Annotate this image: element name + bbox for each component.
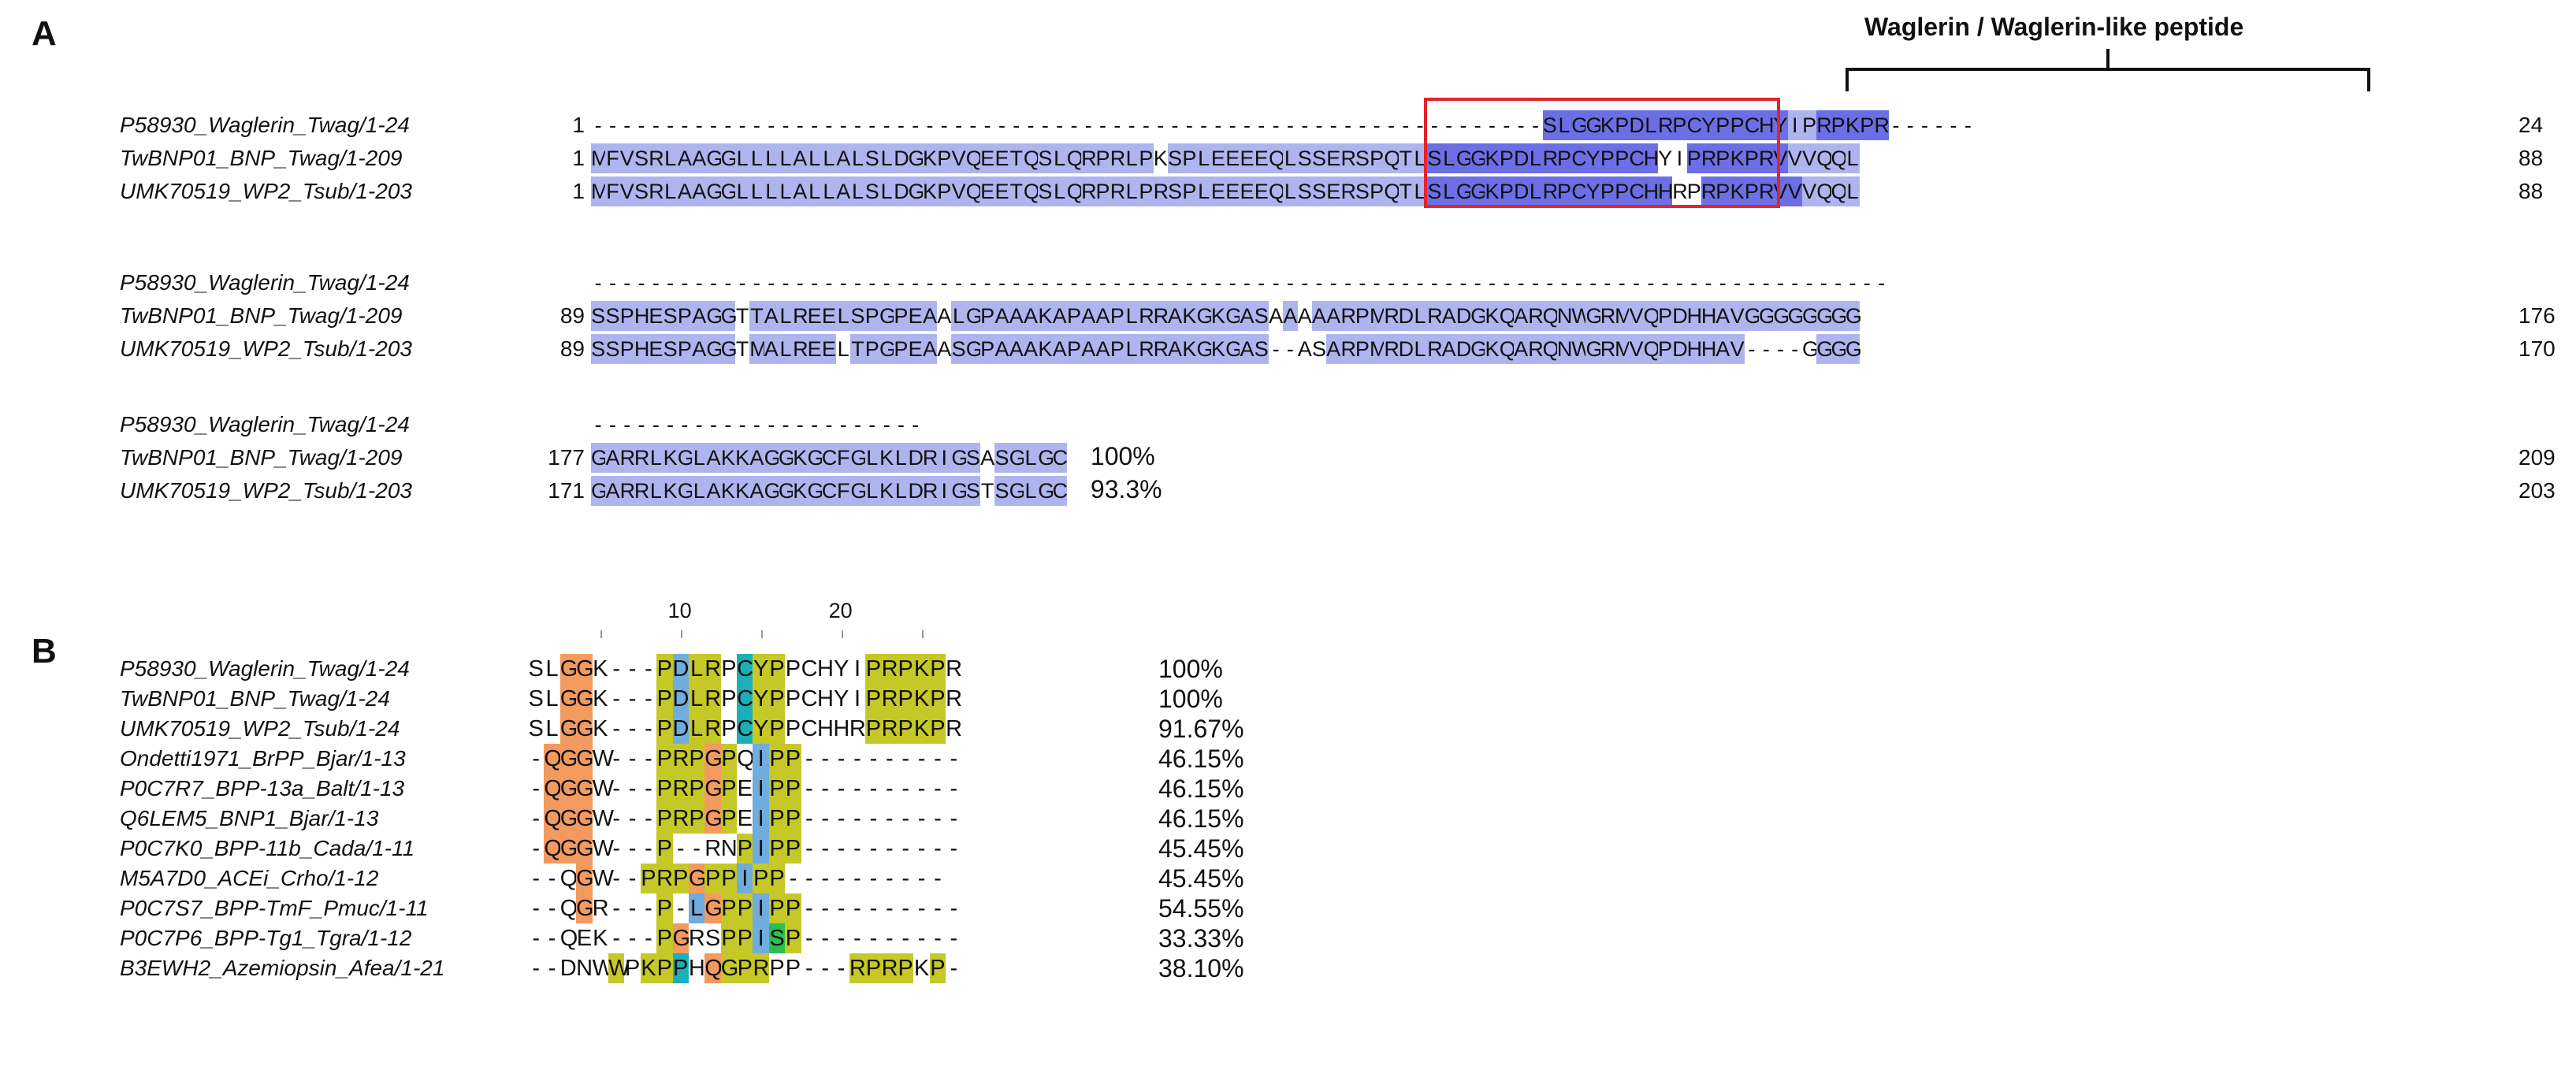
seq-start-index: 1 — [572, 113, 585, 137]
identity-percent: 46.15% — [1158, 774, 1244, 803]
seq-end-index: 170 — [2518, 336, 2556, 361]
sequence-name: P58930_Waglerin_Twag/1-24 — [120, 270, 410, 295]
identity-percent: 46.15% — [1158, 745, 1244, 773]
sequence-name: TwBNP01_BNP_Twag/1-209 — [120, 445, 403, 470]
ruler-tick — [600, 630, 602, 638]
seq-end-index: 88 — [2518, 179, 2544, 203]
identity-percent: 33.33% — [1158, 924, 1244, 953]
bracket-label: Waglerin / Waglerin-like peptide — [1864, 13, 2244, 41]
seq-end-index: 209 — [2518, 445, 2556, 470]
sequence-name: P58930_Waglerin_Twag/1-24 — [120, 656, 410, 681]
identity-percent: 93.3% — [1090, 475, 1162, 503]
seq-start-index: 1 — [572, 179, 585, 203]
sequence-name: P0C7K0_BPP-11b_Cada/1-11 — [120, 836, 415, 860]
sequence-name: P58930_Waglerin_Twag/1-24 — [120, 113, 410, 137]
identity-percent: 45.45% — [1158, 864, 1244, 893]
sequence-name: UMK70519_WP2_Tsub/1-203 — [120, 478, 412, 503]
sequence-name: P0C7P6_BPP-Tg1_Tgra/1-12 — [120, 926, 412, 950]
sequence-name: B3EWH2_Azemiopsin_Afea/1-21 — [120, 956, 445, 980]
sequence-name: TwBNP01_BNP_Twag/1-24 — [120, 686, 390, 711]
seq-start-index: 89 — [559, 336, 585, 361]
sequence-residues: ----------------------- — [594, 413, 920, 436]
waglerin-highlight-box — [1424, 98, 1780, 208]
panel-a-letter: A — [32, 14, 57, 53]
sequence-residues: ----------------------------------------… — [594, 271, 1886, 295]
seq-end-index: 203 — [2518, 478, 2556, 503]
sequence-residues: ----------------------------------------… — [591, 110, 1976, 140]
sequence-name: UMK70519_WP2_Tsub/1-203 — [120, 179, 412, 203]
sequence-name: P58930_Waglerin_Twag/1-24 — [120, 412, 410, 436]
bracket-icon — [1846, 49, 2370, 91]
sequence-name: Ondetti1971_BrPP_Bjar/1-13 — [120, 746, 406, 771]
sequence-name: UMK70519_WP2_Tsub/1-24 — [120, 716, 400, 741]
seq-start-index: 177 — [548, 445, 585, 470]
sequence-name: TwBNP01_BNP_Twag/1-209 — [120, 303, 403, 328]
sequence-name: Q6LEM5_BNP1_Bjar/1-13 — [120, 806, 379, 830]
sequence-name: UMK70519_WP2_Tsub/1-203 — [120, 336, 412, 361]
ruler-tick-label: 10 — [667, 599, 692, 622]
seq-start-index: 1 — [572, 146, 585, 170]
identity-percent: 45.45% — [1158, 834, 1244, 863]
ruler-tick-label: 20 — [828, 599, 853, 622]
seq-start-index: 171 — [548, 478, 585, 503]
identity-percent: 100% — [1158, 685, 1223, 713]
identity-percent: 100% — [1090, 442, 1155, 470]
seq-end-index: 24 — [2518, 113, 2544, 137]
ruler-tick — [841, 630, 843, 638]
sequence-name: TwBNP01_BNP_Twag/1-209 — [120, 146, 403, 170]
identity-percent: 100% — [1158, 655, 1223, 683]
sequence-name: M5A7D0_ACEi_Crho/1-12 — [120, 866, 379, 890]
identity-percent: 91.67% — [1158, 715, 1244, 743]
panel-b-letter: B — [32, 632, 57, 670]
ruler-tick — [921, 630, 924, 638]
identity-percent: 54.55% — [1158, 894, 1244, 923]
identity-percent: 38.10% — [1158, 954, 1244, 982]
seq-end-index: 88 — [2518, 146, 2544, 170]
sequence-name: P0C7S7_BPP-TmF_Pmuc/1-11 — [120, 896, 429, 920]
identity-percent: 46.15% — [1158, 804, 1244, 833]
seq-end-index: 176 — [2518, 303, 2556, 328]
ruler-tick — [680, 630, 682, 638]
ruler-tick — [760, 630, 763, 638]
sequence-name: P0C7R7_BPP-13a_Balt/1-13 — [120, 776, 405, 800]
seq-start-index: 89 — [559, 303, 585, 328]
